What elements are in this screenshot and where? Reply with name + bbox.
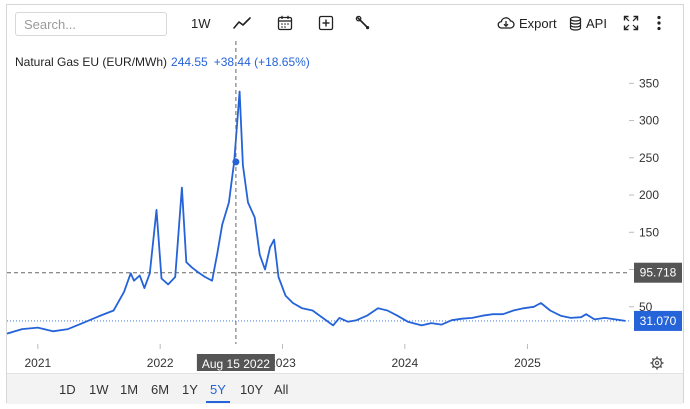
chart-area[interactable]: 5010015020025030035020212022202320242025… xyxy=(6,41,683,374)
more-vertical-icon xyxy=(657,15,661,31)
interval-button[interactable]: 1W xyxy=(191,12,211,34)
y-tick-label: 350 xyxy=(639,76,659,90)
wrench-icon xyxy=(355,15,370,30)
y-tick-label: 200 xyxy=(639,188,659,202)
chart-legend: Natural Gas EU (EUR/MWh) 244.55 +38.44 (+1… xyxy=(15,55,310,69)
chart-widget: 1W xyxy=(6,4,684,404)
range-10y[interactable]: 10Y xyxy=(240,382,264,397)
date-range-button[interactable] xyxy=(277,12,293,34)
crosshair-price-label: 95.718 xyxy=(640,266,677,280)
add-indicator-button[interactable] xyxy=(318,12,334,34)
legend-value: 244.55 xyxy=(171,55,208,69)
x-tick-label: 2023 xyxy=(269,356,296,370)
interval-label: 1W xyxy=(191,15,211,31)
search-input[interactable] xyxy=(24,16,160,32)
toolbar: 1W xyxy=(7,5,683,41)
x-tick-label: 2021 xyxy=(24,356,51,370)
api-label: API xyxy=(586,15,607,31)
add-icon xyxy=(318,15,334,31)
series-line xyxy=(6,90,626,335)
last-price-label: 31.070 xyxy=(640,314,677,328)
more-options-button[interactable] xyxy=(657,12,661,34)
fullscreen-button[interactable] xyxy=(623,12,639,34)
y-tick-label: 50 xyxy=(639,300,653,314)
search-box[interactable] xyxy=(15,12,167,36)
crosshair-price-tag xyxy=(634,262,682,283)
x-tick-label: 2022 xyxy=(147,356,174,370)
fullscreen-icon xyxy=(623,15,639,31)
active-range-underline xyxy=(206,401,230,403)
range-1y[interactable]: 1Y xyxy=(182,382,198,397)
crosshair-date-label: Aug 15 2022 xyxy=(202,357,270,371)
line-chart-icon xyxy=(233,17,251,29)
crosshair-date-tag xyxy=(196,354,275,374)
crosshair-marker xyxy=(232,158,240,166)
export-label: Export xyxy=(519,15,557,31)
database-icon xyxy=(569,15,582,31)
range-1d[interactable]: 1D xyxy=(59,382,76,397)
x-tick-label: 2024 xyxy=(391,356,418,370)
y-tick-label: 250 xyxy=(639,151,659,165)
price-chart[interactable]: 5010015020025030035020212022202320242025… xyxy=(6,41,683,374)
cloud-download-icon xyxy=(497,17,515,29)
chart-type-button[interactable] xyxy=(233,12,251,34)
range-1m[interactable]: 1M xyxy=(120,382,139,397)
range-5y[interactable]: 5Y xyxy=(210,382,226,397)
range-selector: 1D 1W 1M 6M 1Y 5Y 10Y All xyxy=(7,373,683,404)
settings-tools-button[interactable] xyxy=(355,12,371,34)
calendar-icon xyxy=(277,15,293,31)
range-6m[interactable]: 6M xyxy=(151,382,170,397)
last-price-tag xyxy=(634,310,682,331)
legend-series-name: Natural Gas EU (EUR/MWh) xyxy=(15,55,168,69)
x-tick-label: 2025 xyxy=(514,356,541,370)
legend-change: +38.44 (+18.65%) xyxy=(213,55,310,69)
y-tick-label: 150 xyxy=(639,225,659,239)
api-button[interactable]: API xyxy=(569,12,607,34)
range-all[interactable]: All xyxy=(274,382,289,397)
y-tick-label: 300 xyxy=(639,114,659,128)
gear-icon[interactable] xyxy=(650,356,664,370)
range-1w[interactable]: 1W xyxy=(89,382,109,397)
export-button[interactable]: Export xyxy=(497,12,557,34)
